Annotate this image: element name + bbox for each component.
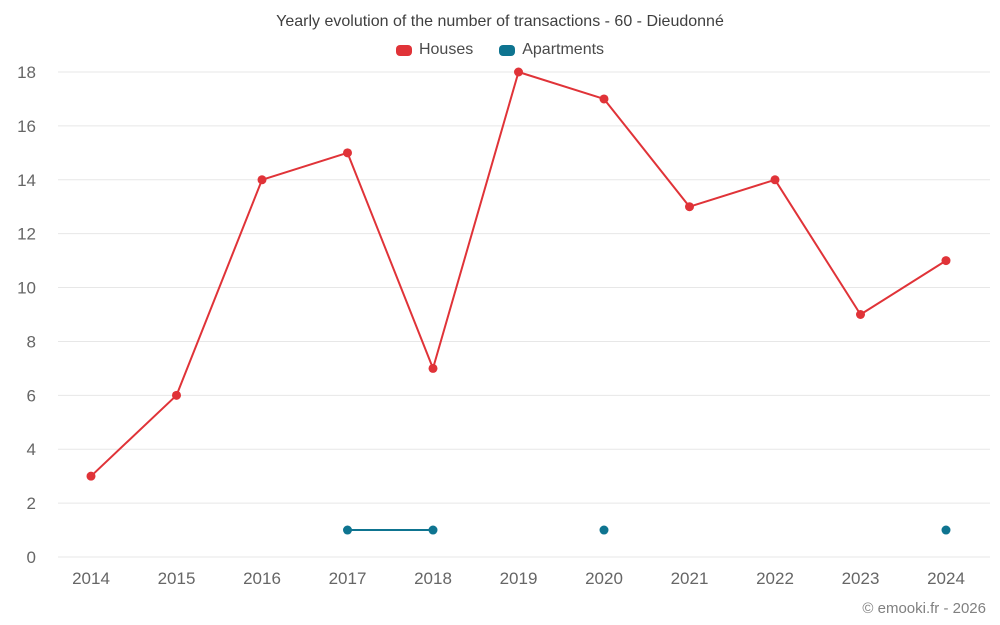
svg-text:10: 10 — [17, 279, 36, 298]
legend-item-houses[interactable]: Houses — [395, 41, 474, 59]
svg-text:2014: 2014 — [72, 569, 110, 588]
legend-label-apartments: Apartments — [522, 41, 605, 58]
svg-text:2017: 2017 — [329, 569, 367, 588]
svg-text:18: 18 — [17, 63, 36, 82]
svg-text:2019: 2019 — [500, 569, 538, 588]
svg-text:2024: 2024 — [927, 569, 965, 588]
svg-text:0: 0 — [27, 548, 36, 567]
svg-text:2: 2 — [27, 494, 36, 513]
svg-text:14: 14 — [17, 171, 36, 190]
svg-text:6: 6 — [27, 386, 36, 405]
svg-text:16: 16 — [17, 117, 36, 136]
chart-title: Yearly evolution of the number of transa… — [276, 13, 724, 30]
watermark: © emooki.fr - 2026 — [862, 600, 986, 617]
svg-text:4: 4 — [27, 440, 36, 459]
svg-text:2022: 2022 — [756, 569, 794, 588]
svg-text:2015: 2015 — [158, 569, 196, 588]
legend-swatch-houses — [395, 44, 412, 56]
chart-legend: Houses Apartments — [0, 41, 1000, 59]
svg-text:2016: 2016 — [243, 569, 281, 588]
svg-text:2018: 2018 — [414, 569, 452, 588]
legend-swatch-apartments — [499, 44, 516, 56]
svg-text:2023: 2023 — [842, 569, 880, 588]
legend-item-apartments[interactable]: Apartments — [499, 41, 604, 59]
svg-text:2020: 2020 — [585, 569, 623, 588]
svg-text:2021: 2021 — [671, 569, 709, 588]
svg-text:8: 8 — [27, 332, 36, 351]
svg-text:12: 12 — [17, 225, 36, 244]
legend-label-houses: Houses — [418, 41, 474, 58]
